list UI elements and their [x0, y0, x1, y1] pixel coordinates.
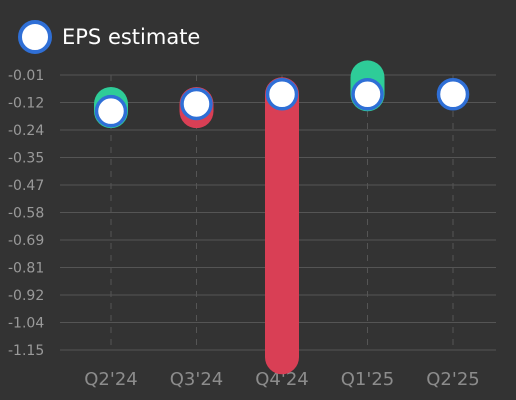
y-tick-label: -1.15	[8, 343, 44, 359]
eps-estimate-point	[351, 78, 384, 111]
y-tick-label: -0.35	[8, 151, 44, 167]
eps-estimate-point	[436, 78, 470, 111]
y-tick-label: -0.24	[8, 123, 44, 139]
x-tick-label: Q2'25	[426, 369, 479, 390]
y-tick-label: -0.92	[8, 288, 44, 304]
eps-estimate-point	[265, 78, 299, 111]
x-tick-label: Q4'24	[255, 369, 308, 390]
legend-marker-icon	[18, 20, 52, 54]
x-tick-label: Q2'24	[84, 369, 137, 390]
x-tick-label: Q3'24	[170, 369, 223, 390]
eps-estimate-point	[94, 94, 128, 128]
y-tick-label: -0.01	[8, 68, 44, 84]
y-tick-label: -0.69	[8, 233, 44, 249]
y-tick-label: -0.47	[8, 178, 44, 194]
y-tick-label: -0.12	[8, 96, 44, 112]
y-tick-label: -0.58	[8, 206, 44, 222]
y-tick-label: -0.81	[8, 261, 44, 277]
eps-estimate-point	[180, 87, 213, 121]
x-tick-label: Q1'25	[341, 369, 394, 390]
legend: EPS estimate	[18, 20, 200, 54]
legend-label: EPS estimate	[62, 25, 201, 49]
y-tick-label: -1.04	[8, 316, 44, 332]
